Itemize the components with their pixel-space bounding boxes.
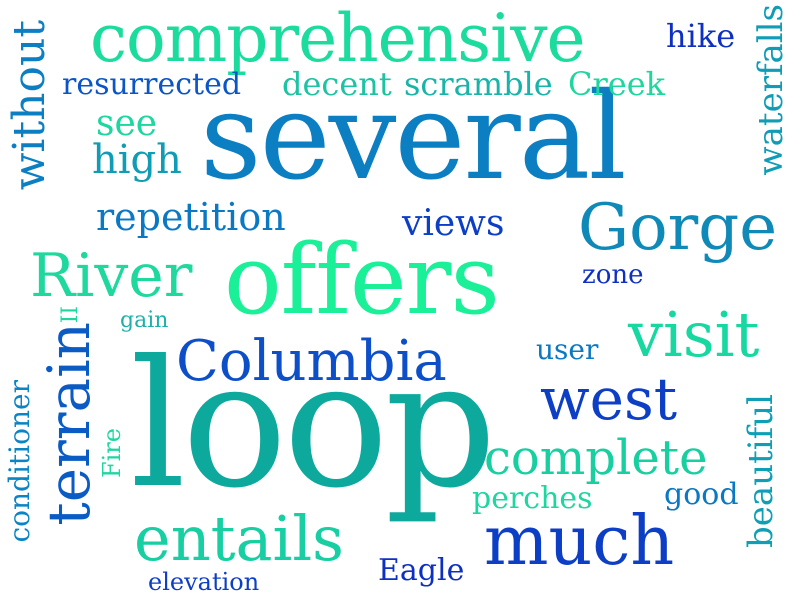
word-good: good xyxy=(664,477,739,512)
word-decent: decent xyxy=(282,65,392,103)
word-conditioner: conditioner xyxy=(3,380,36,543)
word-gain: gain xyxy=(120,308,169,333)
word-entails: entails xyxy=(134,502,344,575)
word-views: views xyxy=(402,203,505,244)
word-much: much xyxy=(484,502,675,581)
word-comprehensive: comprehensive xyxy=(90,0,586,77)
word-gorge: Gorge xyxy=(578,191,778,265)
word-see: see xyxy=(96,103,158,144)
word-high: high xyxy=(92,137,182,183)
word-ii: II xyxy=(58,306,83,324)
word-terrain: terrain xyxy=(35,322,103,526)
word-visit: visit xyxy=(628,298,760,371)
word-complete: complete xyxy=(484,430,708,486)
word-fire: Fire xyxy=(98,428,126,479)
word-eagle: Eagle xyxy=(378,553,465,588)
word-waterfalls: waterfalls xyxy=(751,4,791,176)
word-several: several xyxy=(200,68,627,207)
word-offers: offers xyxy=(224,224,500,336)
word-river: River xyxy=(30,241,193,311)
word-beautiful: beautiful xyxy=(741,394,781,548)
word-perches: perches xyxy=(472,481,593,516)
word-scramble: scramble xyxy=(404,65,553,103)
word-west: west xyxy=(540,365,678,433)
word-hike: hike xyxy=(666,17,736,55)
word-zone: zone xyxy=(582,260,644,290)
word-elevation: elevation xyxy=(148,568,260,596)
word-columbia: Columbia xyxy=(176,329,447,394)
word-repetition: repetition xyxy=(96,195,286,239)
word-creek: Creek xyxy=(568,65,666,103)
word-user: user xyxy=(536,333,599,366)
word-loop: loop xyxy=(130,324,497,527)
word-resurrected: resurrected xyxy=(62,67,242,102)
word-without: without xyxy=(4,20,55,191)
